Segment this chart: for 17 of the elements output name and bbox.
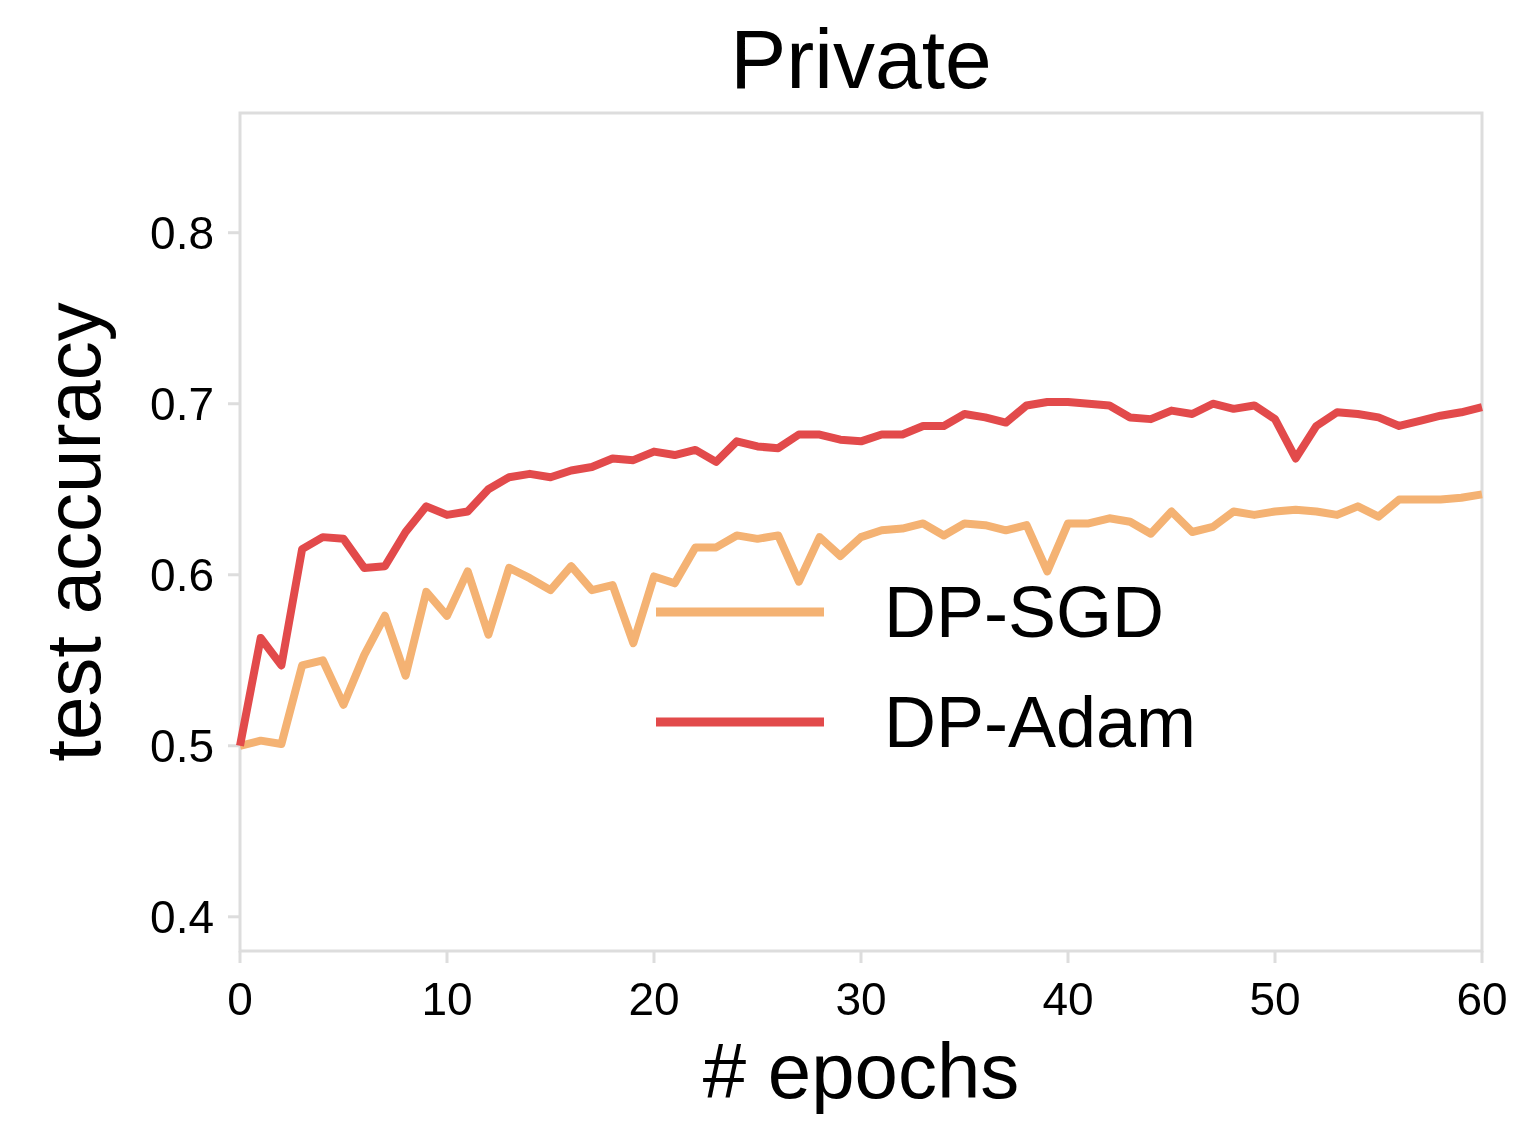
x-tick-label: 50 bbox=[1249, 973, 1301, 1025]
y-tick-label: 0.6 bbox=[150, 548, 214, 601]
legend-label: DP-Adam bbox=[884, 682, 1197, 763]
x-tick-label: 20 bbox=[628, 973, 680, 1025]
y-tick-label: 0.7 bbox=[150, 377, 214, 430]
x-tick-label: 10 bbox=[421, 973, 473, 1025]
x-axis-title: # epochs bbox=[702, 1027, 1020, 1115]
x-tick-label: 40 bbox=[1042, 973, 1094, 1025]
y-tick-label: 0.5 bbox=[150, 719, 214, 772]
x-tick-label: 60 bbox=[1456, 973, 1508, 1025]
legend-label: DP-SGD bbox=[884, 572, 1165, 653]
y-axis-title: test accuracy bbox=[29, 302, 117, 762]
chart-title: Private bbox=[730, 12, 992, 106]
y-tick-label: 0.8 bbox=[150, 206, 214, 259]
x-tick-label: 0 bbox=[227, 973, 253, 1025]
y-tick-label: 0.4 bbox=[150, 890, 214, 943]
x-tick-label: 30 bbox=[835, 973, 887, 1025]
